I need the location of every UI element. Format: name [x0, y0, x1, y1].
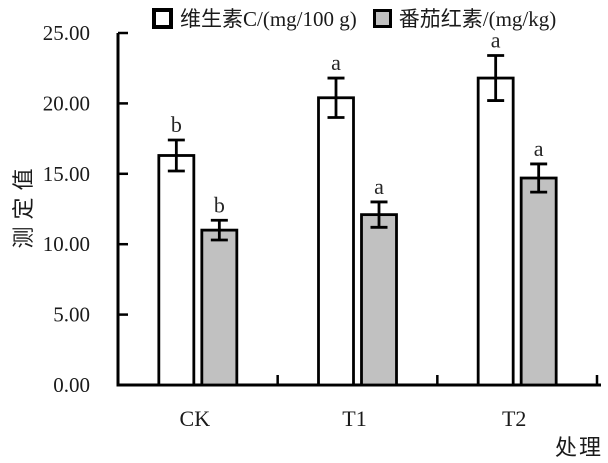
y-tick-label: 0.00: [53, 373, 90, 397]
bar-t2-vitamin-c: [476, 76, 515, 387]
legend-label-vitamin-c: 维生素C/(mg/100 g): [180, 7, 357, 31]
y-tick-label: 15.00: [43, 162, 90, 186]
legend-swatch-lycopene: [372, 8, 392, 28]
legend-label-lycopene: 番茄红素/(mg/kg): [398, 7, 557, 31]
sig-letter-t2-lycopene: a: [534, 136, 544, 161]
y-tick-label: 10.00: [43, 232, 90, 256]
legend-item-lycopene: 番茄红素/(mg/kg): [372, 3, 557, 33]
bar-ck-vitamin-c: [157, 154, 196, 387]
x-axis-title: 处理: [554, 435, 603, 460]
x-category-label: T1: [342, 406, 366, 431]
chart-legend: 维生素C/(mg/100 g) 番茄红素/(mg/kg): [152, 3, 556, 33]
legend-swatch-vitamin-c: [152, 7, 173, 29]
bar-ck-lycopene: [200, 228, 239, 387]
sig-letter-t2-vitamin-c: a: [491, 28, 501, 53]
y-tick-label: 5.00: [53, 303, 90, 327]
bar-t1-vitamin-c: [317, 96, 355, 387]
bar-t2-lycopene: [519, 176, 558, 387]
sig-letter-t1-vitamin-c: a: [331, 50, 341, 75]
x-category-label: T2: [502, 406, 526, 431]
bar-t1-lycopene: [360, 213, 398, 387]
sig-letter-t1-lycopene: a: [374, 174, 384, 199]
x-category-label: CK: [180, 406, 211, 431]
y-tick-label: 20.00: [43, 91, 90, 115]
legend-item-vitamin-c: 维生素C/(mg/100 g): [152, 3, 357, 33]
y-tick-label: 25.00: [43, 21, 90, 45]
y-axis-title: 测定值: [11, 161, 36, 249]
sig-letter-ck-lycopene: b: [214, 192, 225, 217]
sig-letter-ck-vitamin-c: b: [171, 112, 182, 137]
